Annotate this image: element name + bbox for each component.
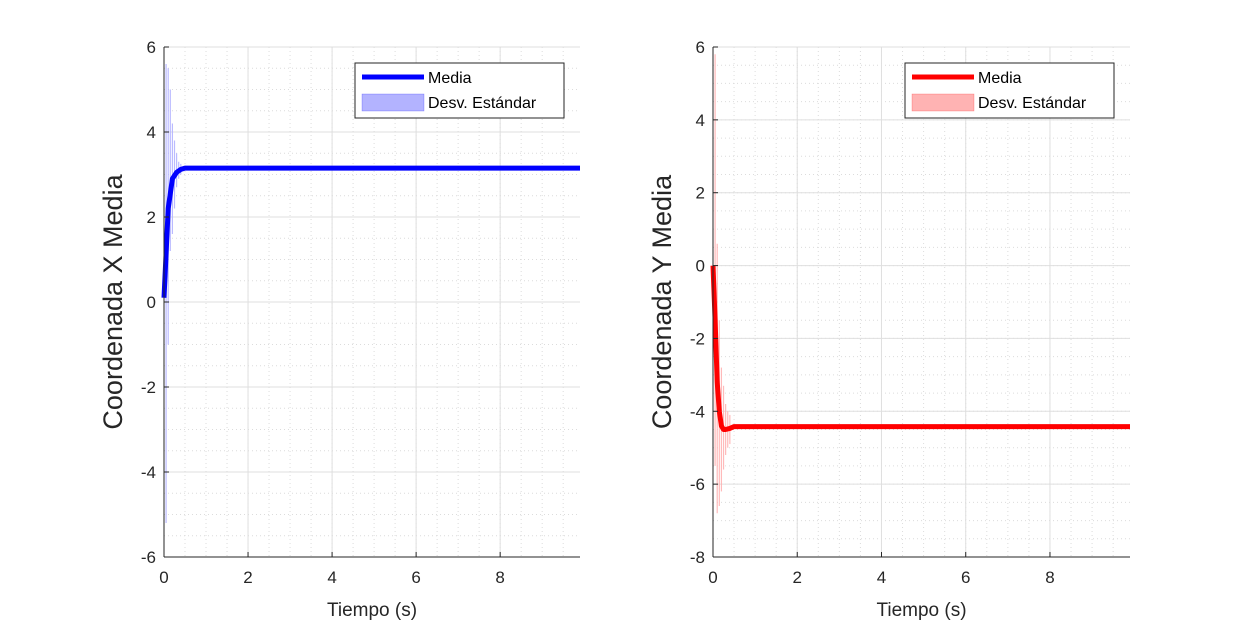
x-axis-label: Tiempo (s) — [876, 600, 966, 621]
y-tick-label: -2 — [690, 329, 705, 348]
legend-label-mean: Media — [428, 70, 472, 87]
x-tick-label: 2 — [243, 568, 252, 587]
mean-line — [710, 265, 1130, 432]
legend: Media Desv. Estándar — [354, 62, 565, 119]
y-tick-label: -2 — [141, 378, 156, 397]
legend-label-mean: Media — [978, 70, 1022, 87]
right-plot-y-coordinate: 0 2 4 6 8 -8 -6 -4 -2 0 2 4 6 Tiempo (s) Coordenada Y … — [647, 38, 1130, 621]
y-tick-label: 6 — [696, 38, 705, 57]
x-tick-label: 6 — [411, 568, 420, 587]
y-tick-label: 0 — [147, 293, 156, 312]
y-axis-label: Coordenada Y Media — [647, 174, 677, 429]
y-tick-label: 0 — [696, 257, 705, 276]
y-tick-label: 6 — [147, 38, 156, 57]
x-tick-label: 4 — [327, 568, 336, 587]
y-tick-label: 4 — [147, 123, 156, 142]
y-tick-label: -6 — [690, 475, 705, 494]
left-plot-x-coordinate: 0 2 4 6 8 -6 -4 -2 0 2 4 6 Tiempo (s) Coordenada X Me… — [98, 38, 580, 621]
legend-label-std: Desv. Estándar — [978, 95, 1087, 112]
legend-std-swatch — [361, 93, 425, 112]
legend-box — [904, 62, 1115, 119]
mean-line — [161, 165, 580, 298]
y-tick-label: -4 — [141, 463, 156, 482]
x-tick-label: 0 — [708, 568, 717, 587]
y-tick-label: 2 — [696, 184, 705, 203]
x-tick-label: 8 — [495, 568, 504, 587]
y-tick-label: -6 — [141, 548, 156, 567]
y-tick-label: -8 — [690, 548, 705, 567]
x-tick-label: 0 — [159, 568, 168, 587]
legend-std-swatch — [911, 93, 975, 112]
x-tick-label: 4 — [877, 568, 886, 587]
y-tick-label: -4 — [690, 402, 705, 421]
y-axis-label: Coordenada X Media — [98, 173, 128, 429]
x-tick-label: 6 — [961, 568, 970, 587]
y-tick-label: 2 — [147, 208, 156, 227]
x-axis-label: Tiempo (s) — [327, 600, 417, 621]
x-tick-label: 8 — [1045, 568, 1054, 587]
legend-label-std: Desv. Estándar — [428, 95, 537, 112]
y-tick-label: 4 — [696, 111, 705, 130]
x-tick-label: 2 — [793, 568, 802, 587]
legend: Media Desv. Estándar — [904, 62, 1115, 119]
